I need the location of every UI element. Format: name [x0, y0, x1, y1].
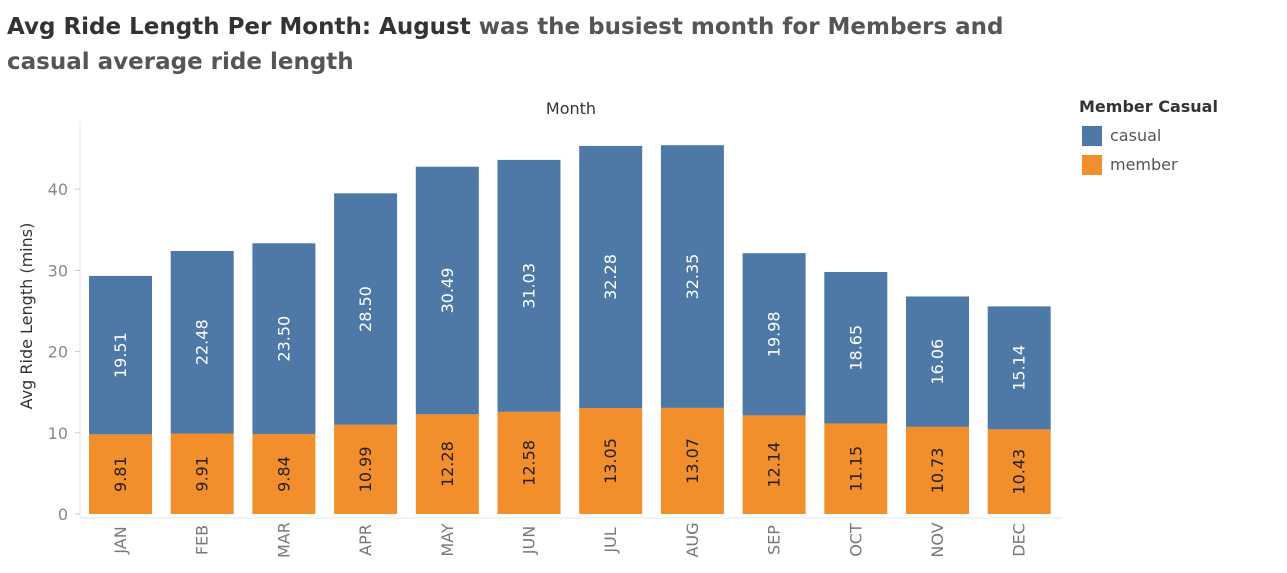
x-axis-ticks: JAN FEB MAR APR MAY JUN JUL AUG SEP OCT NOV DEC — [111, 522, 1029, 558]
legend-item-member[interactable]: member — [1082, 150, 1218, 179]
data-label-casual-oct: 18.65 — [846, 325, 865, 371]
x-tick-label-jun: JUN — [520, 526, 539, 555]
bar-casual-mar[interactable] — [252, 243, 316, 435]
chart-title: Avg Ride Length Per Month: August was th… — [7, 10, 1067, 80]
x-tick-label-feb: FEB — [193, 525, 212, 555]
bar-member-mar[interactable] — [252, 434, 316, 514]
data-label-casual-nov: 16.06 — [928, 339, 947, 385]
bar-member-dec[interactable] — [987, 429, 1051, 514]
data-label-member-jun: 12.58 — [520, 440, 539, 486]
bar-member-nov[interactable] — [906, 426, 969, 514]
data-label-casual-aug: 32.35 — [683, 254, 702, 300]
bar-member-may[interactable] — [415, 414, 479, 514]
bar-member-jan[interactable] — [89, 434, 152, 514]
bar-member-oct[interactable] — [824, 423, 888, 514]
legend-label-member: member — [1110, 155, 1178, 174]
legend-label-casual: casual — [1110, 126, 1162, 145]
bar-member-feb[interactable] — [170, 433, 234, 514]
data-label-casual-jul: 32.28 — [601, 254, 620, 300]
x-tick-label-oct: OCT — [846, 523, 865, 557]
bar-casual-feb[interactable] — [170, 250, 234, 434]
bar-casual-sep[interactable] — [742, 253, 806, 416]
y-tick-label: 0 — [58, 505, 68, 524]
bar-casual-jan[interactable] — [89, 275, 152, 435]
chart-title-bold: Avg Ride Length Per Month: August — [7, 14, 471, 40]
bar-casual-nov[interactable] — [906, 296, 969, 427]
bar-casual-dec[interactable] — [987, 306, 1051, 430]
y-tick-label: 20 — [48, 343, 68, 362]
legend-swatch-member — [1082, 154, 1102, 175]
data-label-casual-dec: 15.14 — [1010, 345, 1029, 391]
x-tick-label-apr: APR — [356, 524, 375, 556]
data-label-member-mar: 9.84 — [274, 456, 293, 492]
data-label-member-nov: 10.73 — [928, 448, 947, 494]
data-label-member-apr: 10.99 — [356, 446, 375, 492]
legend: Member Casual casual member — [1079, 97, 1218, 179]
data-label-casual-jun: 31.03 — [520, 263, 539, 309]
bar-casual-jun[interactable] — [497, 159, 561, 412]
legend-title: Member Casual — [1079, 97, 1218, 116]
y-tick-label: 40 — [48, 180, 68, 199]
data-label-casual-feb: 22.48 — [193, 319, 212, 365]
x-tick-label-jan: JAN — [111, 526, 130, 554]
x-axis-title: Month — [546, 99, 596, 118]
data-label-member-sep: 12.14 — [765, 442, 784, 488]
bar-member-aug[interactable] — [660, 407, 724, 514]
data-label-member-aug: 13.07 — [683, 438, 702, 484]
data-label-member-oct: 11.15 — [846, 446, 865, 492]
y-axis-title: Avg Ride Length (mins) — [17, 223, 36, 410]
data-label-casual-apr: 28.50 — [356, 286, 375, 332]
x-tick-label-may: MAY — [438, 523, 457, 557]
x-tick-label-nov: NOV — [928, 522, 947, 557]
data-label-casual-sep: 19.98 — [765, 311, 784, 357]
bar-member-jul[interactable] — [579, 408, 643, 514]
y-axis-ticks: 0 10 20 30 40 — [48, 180, 80, 524]
x-tick-label-aug: AUG — [683, 522, 702, 557]
chart-title-rest: was the busiest month for Members and ca… — [7, 14, 1004, 75]
x-tick-label-dec: DEC — [1010, 523, 1029, 557]
data-label-casual-may: 30.49 — [438, 268, 457, 314]
bar-member-sep[interactable] — [742, 415, 806, 514]
x-tick-label-mar: MAR — [274, 522, 293, 558]
y-tick-label: 30 — [48, 261, 68, 280]
data-label-member-dec: 10.43 — [1010, 449, 1029, 495]
bar-member-apr[interactable] — [334, 424, 398, 514]
data-label-member-feb: 9.91 — [193, 456, 212, 492]
data-label-casual-mar: 23.50 — [274, 316, 293, 362]
legend-swatch-casual — [1082, 125, 1102, 146]
bar-casual-jul[interactable] — [579, 145, 643, 409]
bar-casual-aug[interactable] — [660, 145, 724, 408]
bar-casual-may[interactable] — [415, 166, 479, 415]
legend-item-casual[interactable]: casual — [1082, 121, 1218, 150]
x-tick-label-sep: SEP — [765, 525, 784, 555]
bar-member-jun[interactable] — [497, 411, 561, 514]
y-tick-label: 10 — [48, 424, 68, 443]
data-label-casual-jan: 19.51 — [111, 332, 130, 378]
data-label-member-jul: 13.05 — [601, 438, 620, 484]
bar-casual-oct[interactable] — [824, 272, 888, 424]
bars: 9.81 19.51 9.91 22.48 9.84 23.50 10.99 28.50 12.… — [89, 145, 1051, 514]
data-label-member-jan: 9.81 — [111, 456, 130, 492]
data-label-member-may: 12.28 — [438, 441, 457, 487]
bar-casual-apr[interactable] — [334, 193, 398, 425]
x-tick-label-jul: JUL — [601, 527, 620, 553]
